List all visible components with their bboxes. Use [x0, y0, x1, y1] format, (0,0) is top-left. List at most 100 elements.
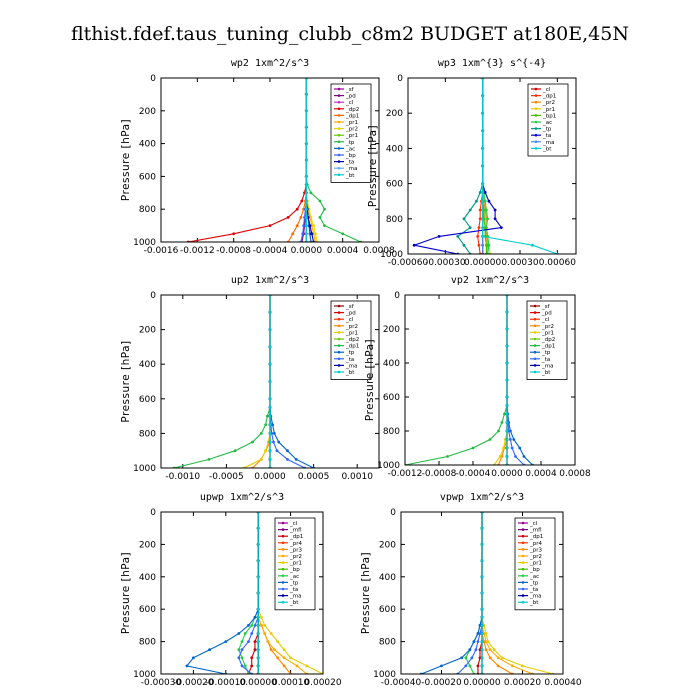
data-point — [304, 216, 308, 219]
legend-label: _dp1 — [529, 534, 543, 540]
legend-label: _pr3 — [529, 547, 543, 553]
legend-marker — [534, 100, 538, 104]
legend-marker — [521, 548, 525, 551]
data-point — [505, 421, 509, 424]
data-point — [509, 438, 512, 441]
legend-marker — [281, 534, 285, 538]
data-point — [224, 640, 228, 643]
panel-title: vp2 1xm^2/s^3 — [451, 275, 529, 286]
legend-label: _ta — [541, 357, 550, 363]
data-point — [268, 310, 272, 314]
y-tick-label: 200 — [386, 109, 403, 119]
y-tick-label: 600 — [139, 172, 156, 182]
data-point — [286, 457, 289, 461]
legend-label: _dp1 — [345, 113, 359, 119]
data-point — [276, 656, 280, 660]
data-point — [493, 217, 497, 221]
legend-marker — [521, 574, 525, 578]
legend-marker — [337, 153, 341, 157]
legend-marker — [337, 304, 341, 308]
legend-label: _ma — [345, 363, 357, 369]
legend-label: _tp — [541, 350, 551, 356]
data-point — [480, 632, 484, 635]
data-point — [496, 656, 500, 660]
plot-frame — [160, 294, 380, 469]
data-point — [487, 199, 491, 203]
data-point — [237, 632, 241, 635]
data-point — [481, 111, 485, 115]
data-point — [486, 217, 490, 221]
legend-marker — [337, 147, 341, 150]
data-point — [300, 199, 304, 203]
data-point — [266, 640, 270, 643]
panel-title: wp2 1xm^2/s^3 — [231, 58, 309, 69]
legend-label: _bt — [289, 600, 299, 606]
data-point — [505, 378, 509, 382]
legend-label: _pr1 — [529, 561, 542, 567]
legend-marker — [337, 364, 341, 367]
data-point — [243, 632, 247, 635]
data-point — [468, 226, 472, 230]
data-point — [305, 664, 309, 668]
data-point — [264, 449, 268, 453]
x-tick-label: -0.0005 — [209, 472, 244, 482]
legend-label: _pr1 — [345, 330, 358, 336]
data-point — [518, 446, 522, 450]
y-tick-label: 1000 — [373, 670, 396, 680]
y-tick-label: 800 — [383, 427, 400, 437]
y-tick-label: 0 — [390, 508, 396, 518]
data-point — [502, 446, 505, 450]
legend-marker — [533, 364, 537, 367]
data-point — [250, 632, 254, 635]
data-point — [512, 438, 516, 441]
data-point — [462, 243, 466, 247]
legend-marker — [281, 561, 285, 564]
legend-marker — [533, 317, 537, 321]
legend-marker — [337, 357, 341, 361]
x-tick-label: 0.00060 — [539, 258, 576, 268]
legend-label: _ma — [529, 594, 541, 600]
data-point — [265, 414, 269, 418]
data-point — [304, 125, 308, 129]
data-point — [295, 664, 299, 668]
data-point — [472, 640, 476, 643]
legend-marker — [521, 521, 525, 525]
data-point — [268, 423, 272, 427]
plot-frame — [404, 294, 576, 466]
data-point — [240, 664, 244, 668]
legend-label: _cl — [345, 317, 354, 323]
x-tick-label: 0.0000 — [491, 469, 523, 479]
data-point — [299, 216, 303, 219]
legend-label: _pd — [345, 311, 356, 317]
y-tick-label: 800 — [139, 638, 156, 648]
legend-label: _pr2 — [541, 324, 554, 330]
data-point — [498, 455, 502, 458]
legend-marker — [281, 521, 285, 525]
x-tick-label: 0.00000 — [464, 258, 501, 268]
legend-label: _pr4 — [529, 541, 543, 547]
legend-label: _ta — [345, 357, 354, 363]
data-point — [482, 640, 486, 643]
data-point — [304, 109, 308, 113]
data-point — [481, 164, 485, 168]
legend-marker — [521, 554, 525, 558]
x-tick-label: -0.0008 — [216, 246, 251, 256]
y-tick-label: 200 — [139, 326, 156, 336]
legend-marker — [337, 370, 341, 374]
legend-marker — [337, 311, 341, 314]
data-point — [251, 440, 254, 444]
legend-label: _bp — [289, 567, 300, 573]
data-point — [323, 207, 326, 211]
y-tick-label: 0 — [394, 291, 400, 301]
legend-label: _cl — [289, 521, 298, 527]
data-point — [275, 449, 279, 453]
legend-marker — [337, 114, 341, 117]
data-point — [503, 412, 506, 416]
data-point — [256, 591, 260, 595]
data-point — [304, 199, 308, 203]
data-point — [486, 640, 490, 643]
legend-marker — [521, 587, 525, 591]
figure-title: flthist.fdef.taus_tuning_clubb_c8m2 BUDG… — [71, 23, 629, 45]
data-point — [468, 664, 472, 668]
data-point — [250, 624, 254, 627]
